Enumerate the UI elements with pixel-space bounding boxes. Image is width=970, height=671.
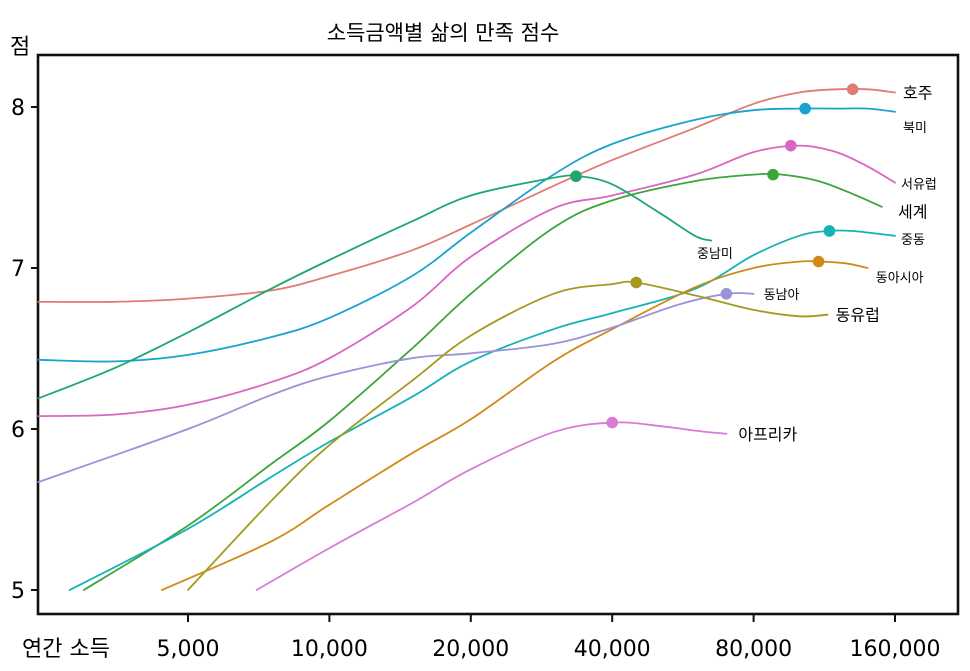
plot-frame (36, 53, 960, 616)
y-axis-unit: 점 (10, 35, 30, 60)
peak-marker-8 (630, 276, 643, 289)
series-line-0 (37, 88, 896, 303)
peak-marker-2 (784, 139, 797, 152)
series-line-9 (255, 421, 728, 591)
peak-marker-1 (799, 102, 811, 115)
y-tick-label: 5 (11, 579, 25, 604)
x-axis-label: 연간 소득 (22, 637, 110, 662)
series-label-9: 아프리카 (738, 425, 797, 444)
series-label-6: 동아시아 (876, 271, 924, 286)
x-tick-label: 10,000 (291, 637, 368, 662)
series-label-7: 동남아 (764, 288, 800, 303)
peak-marker-5 (823, 225, 836, 237)
series-label-1: 북미 (903, 121, 927, 136)
y-tick-label: 7 (11, 257, 25, 282)
x-tick-label: 80,000 (715, 637, 792, 662)
series-line-1 (37, 107, 896, 363)
series-line-2 (37, 144, 896, 417)
x-tick-label: 40,000 (574, 637, 651, 662)
series-label-8: 동유럽 (836, 306, 880, 325)
series-label-4: 중남미 (697, 247, 733, 262)
series-line-4 (37, 174, 713, 400)
chart-title: 소득금액별 삶의 만족 점수 (327, 21, 560, 45)
series-line-3 (82, 172, 883, 591)
series-label-2: 서유럽 (901, 178, 937, 193)
y-tick-label: 8 (11, 96, 25, 121)
peak-marker-4 (570, 170, 582, 183)
series-label-3: 세계 (898, 203, 927, 222)
x-tick-label: 160,000 (850, 637, 941, 662)
y-tick-label: 6 (11, 418, 25, 443)
peak-marker-7 (720, 287, 733, 300)
x-tick-label: 20,000 (432, 637, 509, 662)
x-tick-label: 5,000 (157, 637, 220, 662)
series-label-5: 중동 (901, 233, 925, 248)
series-label-0: 호주 (903, 84, 932, 103)
peak-marker-9 (606, 416, 618, 429)
peak-marker-0 (846, 83, 859, 96)
peak-marker-3 (767, 168, 779, 181)
series-line-8 (187, 280, 829, 591)
peak-marker-6 (812, 255, 825, 268)
series-line-5 (68, 229, 896, 591)
series-line-7 (37, 292, 755, 483)
